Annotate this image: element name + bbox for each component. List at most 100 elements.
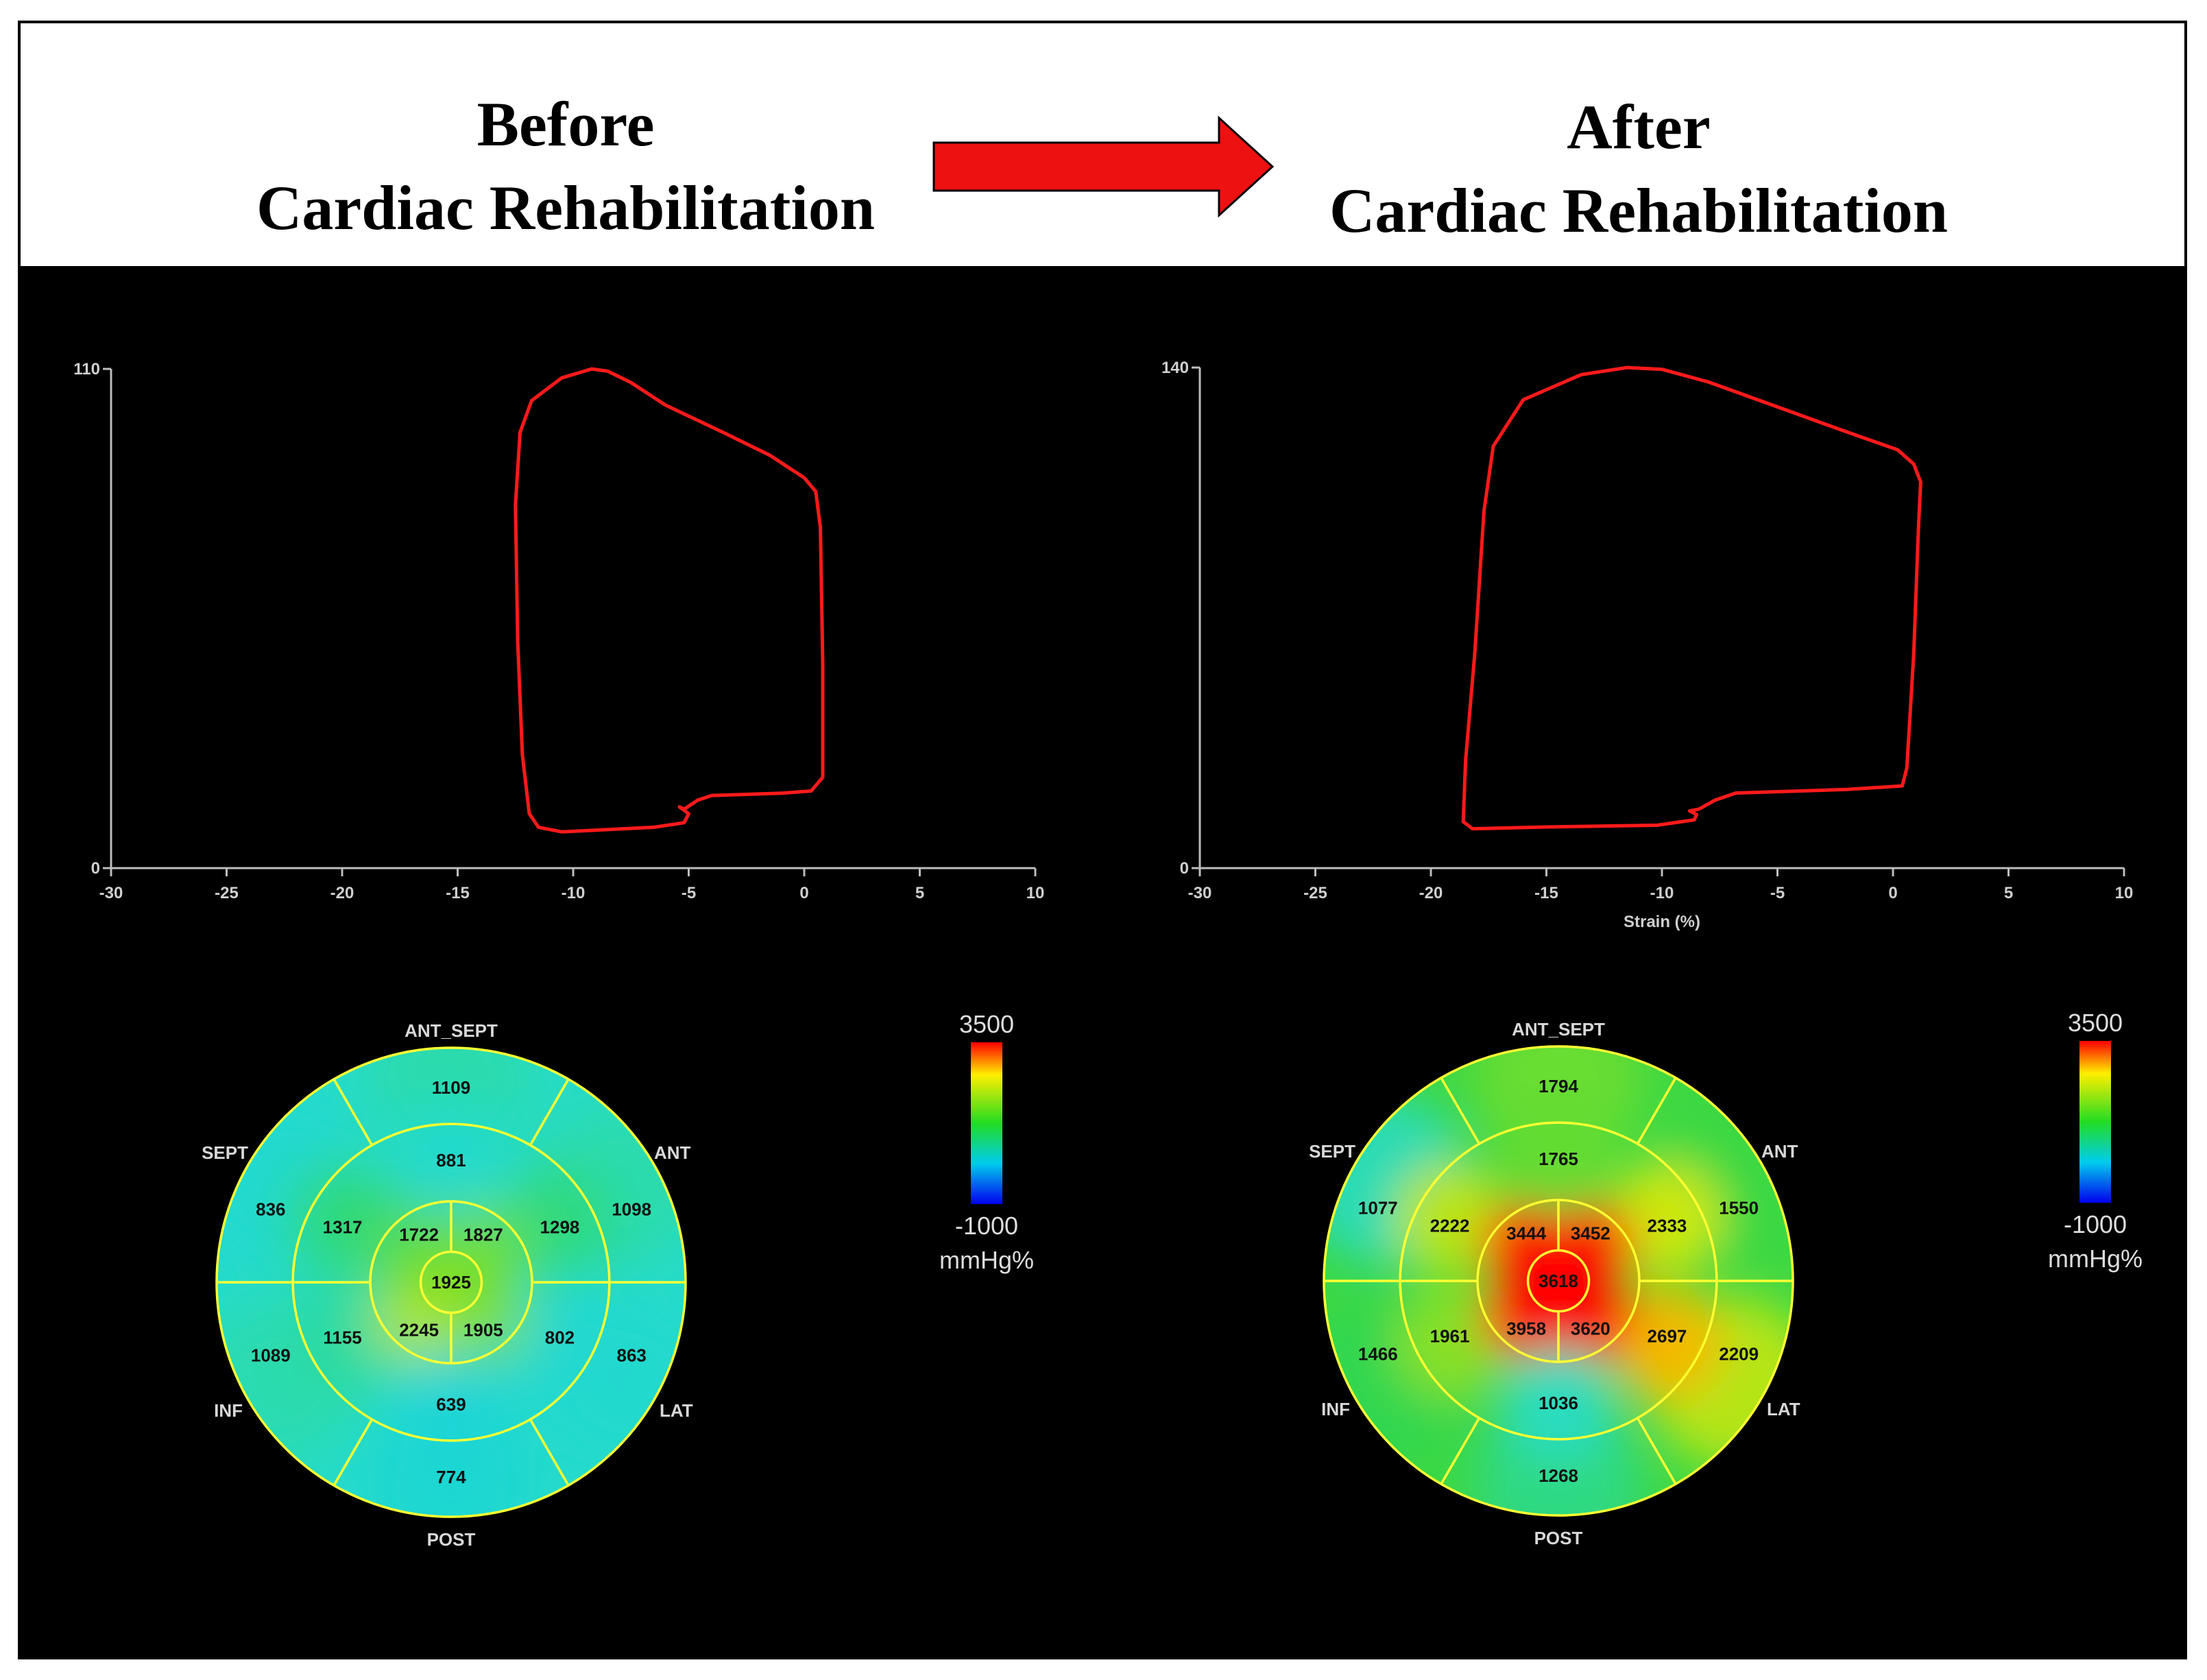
apical-segment-value: 1905 [463,1319,503,1340]
colorbar-max-label: 3500 [959,1010,1014,1038]
basal-segment-value: 1077 [1358,1198,1398,1219]
y-tick-label: 140 [1161,359,1189,377]
mid-color-blob [1394,1286,1508,1400]
mid-segment-value: 881 [436,1150,466,1171]
apical-segment-value: 1722 [399,1225,439,1245]
mid-segment-value: 2333 [1648,1215,1687,1236]
x-tick-label: -25 [215,884,239,902]
echo-display-canvas: -30 -25 -20 -15 -10 -5 0 5 10 0 110 -30 -25 -20 -15 -1… [73,359,2143,1550]
basal-segment-value: 774 [436,1467,466,1487]
bullseye-color-field [217,1048,686,1517]
apex-color-blob [418,1249,484,1315]
x-tick-label: -30 [1188,884,1212,902]
apical-segment-value: 3620 [1571,1318,1611,1339]
direction-label-ant: ANT [654,1142,691,1163]
mid-color-blob [394,1350,508,1463]
x-tick-label: 0 [1888,884,1897,902]
mid-color-blob [502,1288,616,1401]
apical-segment-value: 1827 [463,1225,503,1245]
x-tick-label: 10 [2115,884,2134,902]
right-arrow-icon [932,115,1275,218]
x-tick-label: -30 [99,884,123,902]
direction-label-ant-sept: ANT_SEPT [1512,1019,1605,1040]
segment-divider [333,1078,374,1146]
y-tick-label: 110 [73,360,100,379]
mid-color-blob [1502,1100,1615,1213]
echo-display-panel: -30 -25 -20 -15 -10 -5 0 5 10 0 110 -30 -25 -20 -15 -1… [21,266,2184,1657]
segment-divider [1440,1417,1481,1485]
after-title-line1: After [1567,92,1711,162]
direction-label-ant-sept: ANT_SEPT [405,1020,498,1041]
bullseye-color-field [1324,1046,1793,1515]
x-tick-label: -15 [1534,884,1558,902]
figure-header: Before Cardiac Rehabilitation After Card… [21,23,2184,266]
basal-segment-value: 1089 [251,1345,291,1365]
segment-divider [529,1419,570,1487]
colorbar-min-label: -1000 [955,1212,1018,1240]
x-tick-label: 5 [2004,884,2013,902]
x-tick-label: 10 [1026,884,1045,902]
basal-segment-value: 1109 [432,1077,470,1098]
x-tick-label: -5 [682,884,696,902]
before-title: Before Cardiac Rehabilitation [144,82,987,250]
y-tick-label: 0 [91,859,100,878]
after-title-line2: Cardiac Rehabilitation [1329,176,1949,245]
direction-label-ant: ANT [1761,1141,1798,1162]
mid-color-blob [502,1164,616,1277]
pressure-strain-loop-before: -30 -25 -20 -15 -10 -5 0 5 10 0 110 [73,360,1044,902]
basal-segment-value: 1268 [1539,1465,1578,1486]
before-title-line2: Cardiac Rehabilitation [256,173,876,243]
pressure-strain-loop-line [1461,365,1922,831]
mid-color-blob [287,1288,400,1401]
x-tick-label: -10 [562,884,586,902]
mid-color-blob [394,1101,508,1214]
direction-label-inf: INF [214,1400,243,1421]
mid-segment-value: 1765 [1539,1149,1578,1169]
mid-color-blob [1394,1162,1508,1275]
segment-divider [1636,1417,1677,1485]
segment-divider [529,1078,570,1146]
x-tick-label: -20 [330,884,354,902]
x-tick-label: -25 [1303,884,1327,902]
before-title-line1: Before [477,89,655,159]
direction-label-inf: INF [1321,1399,1350,1419]
x-tick-label: -10 [1650,884,1674,902]
direction-label-post: POST [1534,1528,1583,1548]
mid-color-blob [287,1164,400,1277]
x-tick-label: 0 [799,884,808,902]
basal-segment-value: 1794 [1539,1076,1578,1096]
colorbar-unit-label: mmHg% [2048,1245,2143,1273]
segment-divider [1440,1077,1481,1144]
y-tick-label: 0 [1180,859,1189,878]
segment-divider [1636,1077,1677,1144]
basal-segment-value: 1098 [612,1199,651,1220]
basal-segment-value: 1550 [1719,1198,1759,1219]
after-title: After Cardiac Rehabilitation [1241,85,2036,252]
mid-segment-value: 1036 [1539,1393,1578,1413]
x-tick-label: -15 [446,884,470,902]
basal-segment-value: 2209 [1719,1343,1759,1364]
mid-segment-value: 2697 [1648,1326,1687,1347]
basal-segment-value: 863 [616,1345,646,1365]
pressure-strain-loop-line [514,367,825,834]
mid-segment-value: 1317 [323,1216,363,1237]
apex-segment-value: 3618 [1539,1271,1578,1291]
colorbar-min-label: -1000 [2064,1210,2127,1238]
pressure-strain-loop-after: -30 -25 -20 -15 -10 -5 0 5 10 0 140 Strain (%) [1161,359,2133,931]
mid-segment-value: 1155 [323,1328,361,1348]
mid-segment-value: 802 [545,1328,575,1348]
apical-segment-value: 3958 [1506,1318,1546,1339]
direction-label-post: POST [427,1529,476,1550]
mid-color-blob [1609,1286,1723,1400]
direction-label-lat: LAT [1767,1399,1800,1419]
apex-color-blob [1525,1248,1591,1314]
x-tick-label: -5 [1770,884,1785,902]
mid-segment-value: 1961 [1430,1326,1470,1347]
mid-color-blob [1502,1349,1615,1462]
bullseye-before: 1109 1098 863 774 1089 836 881 1298 802 639 1155 13… [202,1010,1034,1550]
apical-segment-value: 2245 [399,1319,439,1340]
mid-segment-value: 2222 [1430,1215,1470,1236]
x-tick-label: 5 [915,884,924,902]
x-tick-label: -20 [1419,884,1443,902]
apical-segment-value: 3452 [1571,1223,1611,1244]
